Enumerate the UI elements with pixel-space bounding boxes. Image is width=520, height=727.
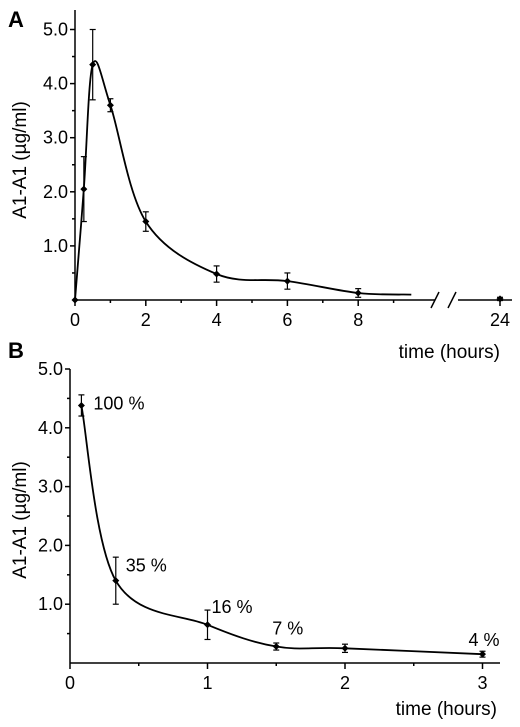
x-ticks-a: 0 2 4 6 8 24 xyxy=(70,300,510,330)
data-label-b: 16 % xyxy=(212,597,253,617)
x-tick-label-a: 2 xyxy=(141,310,151,330)
data-point-b xyxy=(204,621,211,629)
x-ticks-b: 0 1 2 3 xyxy=(65,663,488,693)
data-point-b xyxy=(272,643,280,651)
curve-a xyxy=(74,60,412,301)
x-tick-label-a: 4 xyxy=(212,310,222,330)
data-label-b: 7 % xyxy=(272,619,303,639)
data-point-b xyxy=(341,644,349,652)
x-tick-label-b: 0 xyxy=(65,673,75,693)
points-a xyxy=(71,28,504,304)
chart-panel-b: B 0 1 2 3 1.0 2.0 3.0 4.0 5.0 100 % 35 % 16 % 7 % 4… xyxy=(8,338,500,720)
y-tick-label-b: 2.0 xyxy=(38,535,63,555)
y-tick-label-a: 4.0 xyxy=(43,74,68,94)
y-tick-label-a: 1.0 xyxy=(43,236,68,256)
y-tick-label-a: 3.0 xyxy=(43,128,68,148)
x-tick-label-b: 2 xyxy=(340,673,350,693)
data-point-a xyxy=(354,289,362,297)
x-tick-label-a: 0 xyxy=(70,310,80,330)
axis-break-mark-a xyxy=(430,291,440,309)
data-point-b xyxy=(77,401,85,409)
data-point-a xyxy=(71,296,79,304)
axis-break-mark-a xyxy=(447,291,457,309)
data-point-a xyxy=(496,295,504,303)
x-tick-label-b: 3 xyxy=(477,673,487,693)
series-line-b xyxy=(80,405,483,656)
point-labels-b: 100 % 35 % 16 % 7 % 4 % xyxy=(93,393,499,650)
y-axis-title-a: A1-A1 (µg/ml) xyxy=(10,101,31,219)
y-tick-label-b: 3.0 xyxy=(38,477,63,497)
data-point-a xyxy=(106,101,114,109)
x-tick-label-a: 6 xyxy=(282,310,292,330)
y-ticks-b: 1.0 2.0 3.0 4.0 5.0 xyxy=(38,359,70,635)
y-axis-title-b: A1-A1 (µg/ml) xyxy=(10,461,31,579)
curve-b xyxy=(80,405,483,656)
points-b xyxy=(77,394,486,658)
panel-label-a: A xyxy=(8,7,24,32)
x-tick-label-a: 8 xyxy=(353,310,363,330)
y-ticks-a: 1.0 2.0 3.0 4.0 5.0 xyxy=(43,20,75,274)
x-tick-label-a: 24 xyxy=(490,310,510,330)
data-point-a xyxy=(213,270,221,278)
data-point-a xyxy=(283,277,291,285)
panel-label-b: B xyxy=(8,338,24,363)
data-point-b xyxy=(112,577,120,585)
y-tick-label-a: 2.0 xyxy=(43,182,68,202)
y-tick-label-b: 1.0 xyxy=(38,594,63,614)
data-point-a xyxy=(89,61,97,69)
x-axis-title-a: time (hours) xyxy=(399,342,500,363)
y-tick-label-a: 5.0 xyxy=(43,20,68,40)
data-point-b xyxy=(479,650,486,658)
x-tick-label-b: 1 xyxy=(202,673,212,693)
y-tick-label-b: 5.0 xyxy=(38,359,63,379)
axes-a xyxy=(74,10,512,309)
data-label-b: 35 % xyxy=(126,556,167,576)
data-point-a xyxy=(80,185,88,193)
data-label-b: 4 % xyxy=(469,630,500,650)
data-point-a xyxy=(142,218,150,226)
y-tick-label-b: 4.0 xyxy=(38,418,63,438)
x-axis-title-b: time (hours) xyxy=(396,699,497,720)
series-line-a xyxy=(74,60,412,301)
data-label-b: 100 % xyxy=(93,393,144,413)
chart-panel-a: A 0 2 4 6 8 24 1.02.03.04.05.0 A1-A1 (µg/ml) … xyxy=(8,7,512,363)
